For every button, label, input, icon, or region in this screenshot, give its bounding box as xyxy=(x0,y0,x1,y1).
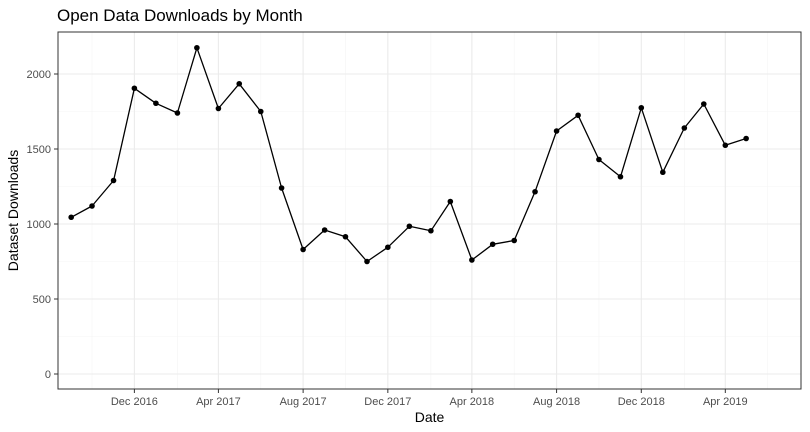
data-point xyxy=(174,110,181,116)
y-tick-label: 1500 xyxy=(27,144,51,156)
data-point xyxy=(428,227,434,234)
data-point xyxy=(660,169,666,176)
y-tick-label: 2000 xyxy=(27,69,51,81)
data-point xyxy=(131,85,138,92)
chart-title: Open Data Downloads by Month xyxy=(57,6,303,25)
data-point xyxy=(236,80,243,87)
data-point xyxy=(300,246,306,253)
grid xyxy=(58,32,801,389)
x-tick-label: Dec 2016 xyxy=(111,396,158,408)
data-point xyxy=(257,108,264,115)
x-axis-title: Date xyxy=(415,409,445,425)
x-tick-label: Apr 2018 xyxy=(450,396,495,408)
data-point xyxy=(447,198,454,205)
y-tick-label: 500 xyxy=(33,294,51,306)
y-axis-title: Dataset Downloads xyxy=(5,150,21,271)
data-point xyxy=(342,233,349,240)
data-point xyxy=(469,257,475,263)
data-point xyxy=(511,237,518,244)
data-point xyxy=(321,227,328,233)
data-point xyxy=(215,105,222,112)
data-point xyxy=(364,258,370,265)
data-point xyxy=(194,44,200,51)
data-point xyxy=(110,177,117,184)
x-tick-label: Apr 2019 xyxy=(703,396,748,408)
data-point xyxy=(553,128,560,134)
series-line xyxy=(70,47,747,263)
data-point xyxy=(638,104,645,111)
data-point xyxy=(406,223,413,230)
data-point xyxy=(700,101,707,107)
x-tick-label: Aug 2018 xyxy=(533,396,580,408)
data-point xyxy=(385,244,391,251)
axes: 0 500 1000 1500 2000 Dec 2016 Apr 2017 Aug 2017… xyxy=(27,69,748,408)
plot-panel-border xyxy=(57,31,802,390)
data-point xyxy=(68,214,74,221)
data-point xyxy=(153,100,159,107)
series xyxy=(68,44,749,265)
data-point xyxy=(575,112,581,119)
data-point xyxy=(89,203,95,209)
data-point xyxy=(617,173,624,180)
data-point xyxy=(596,156,602,163)
x-tick-label: Dec 2018 xyxy=(618,396,665,408)
data-point xyxy=(722,142,729,149)
data-point xyxy=(681,125,688,131)
data-point xyxy=(278,185,285,191)
data-point xyxy=(532,188,538,195)
x-tick-label: Apr 2017 xyxy=(196,396,241,408)
y-tick-label: 0 xyxy=(45,369,51,381)
data-point xyxy=(743,135,749,142)
x-tick-label: Aug 2017 xyxy=(280,396,327,408)
y-tick-label: 1000 xyxy=(27,219,51,231)
x-tick-label: Dec 2017 xyxy=(364,396,411,408)
data-point xyxy=(489,241,496,248)
